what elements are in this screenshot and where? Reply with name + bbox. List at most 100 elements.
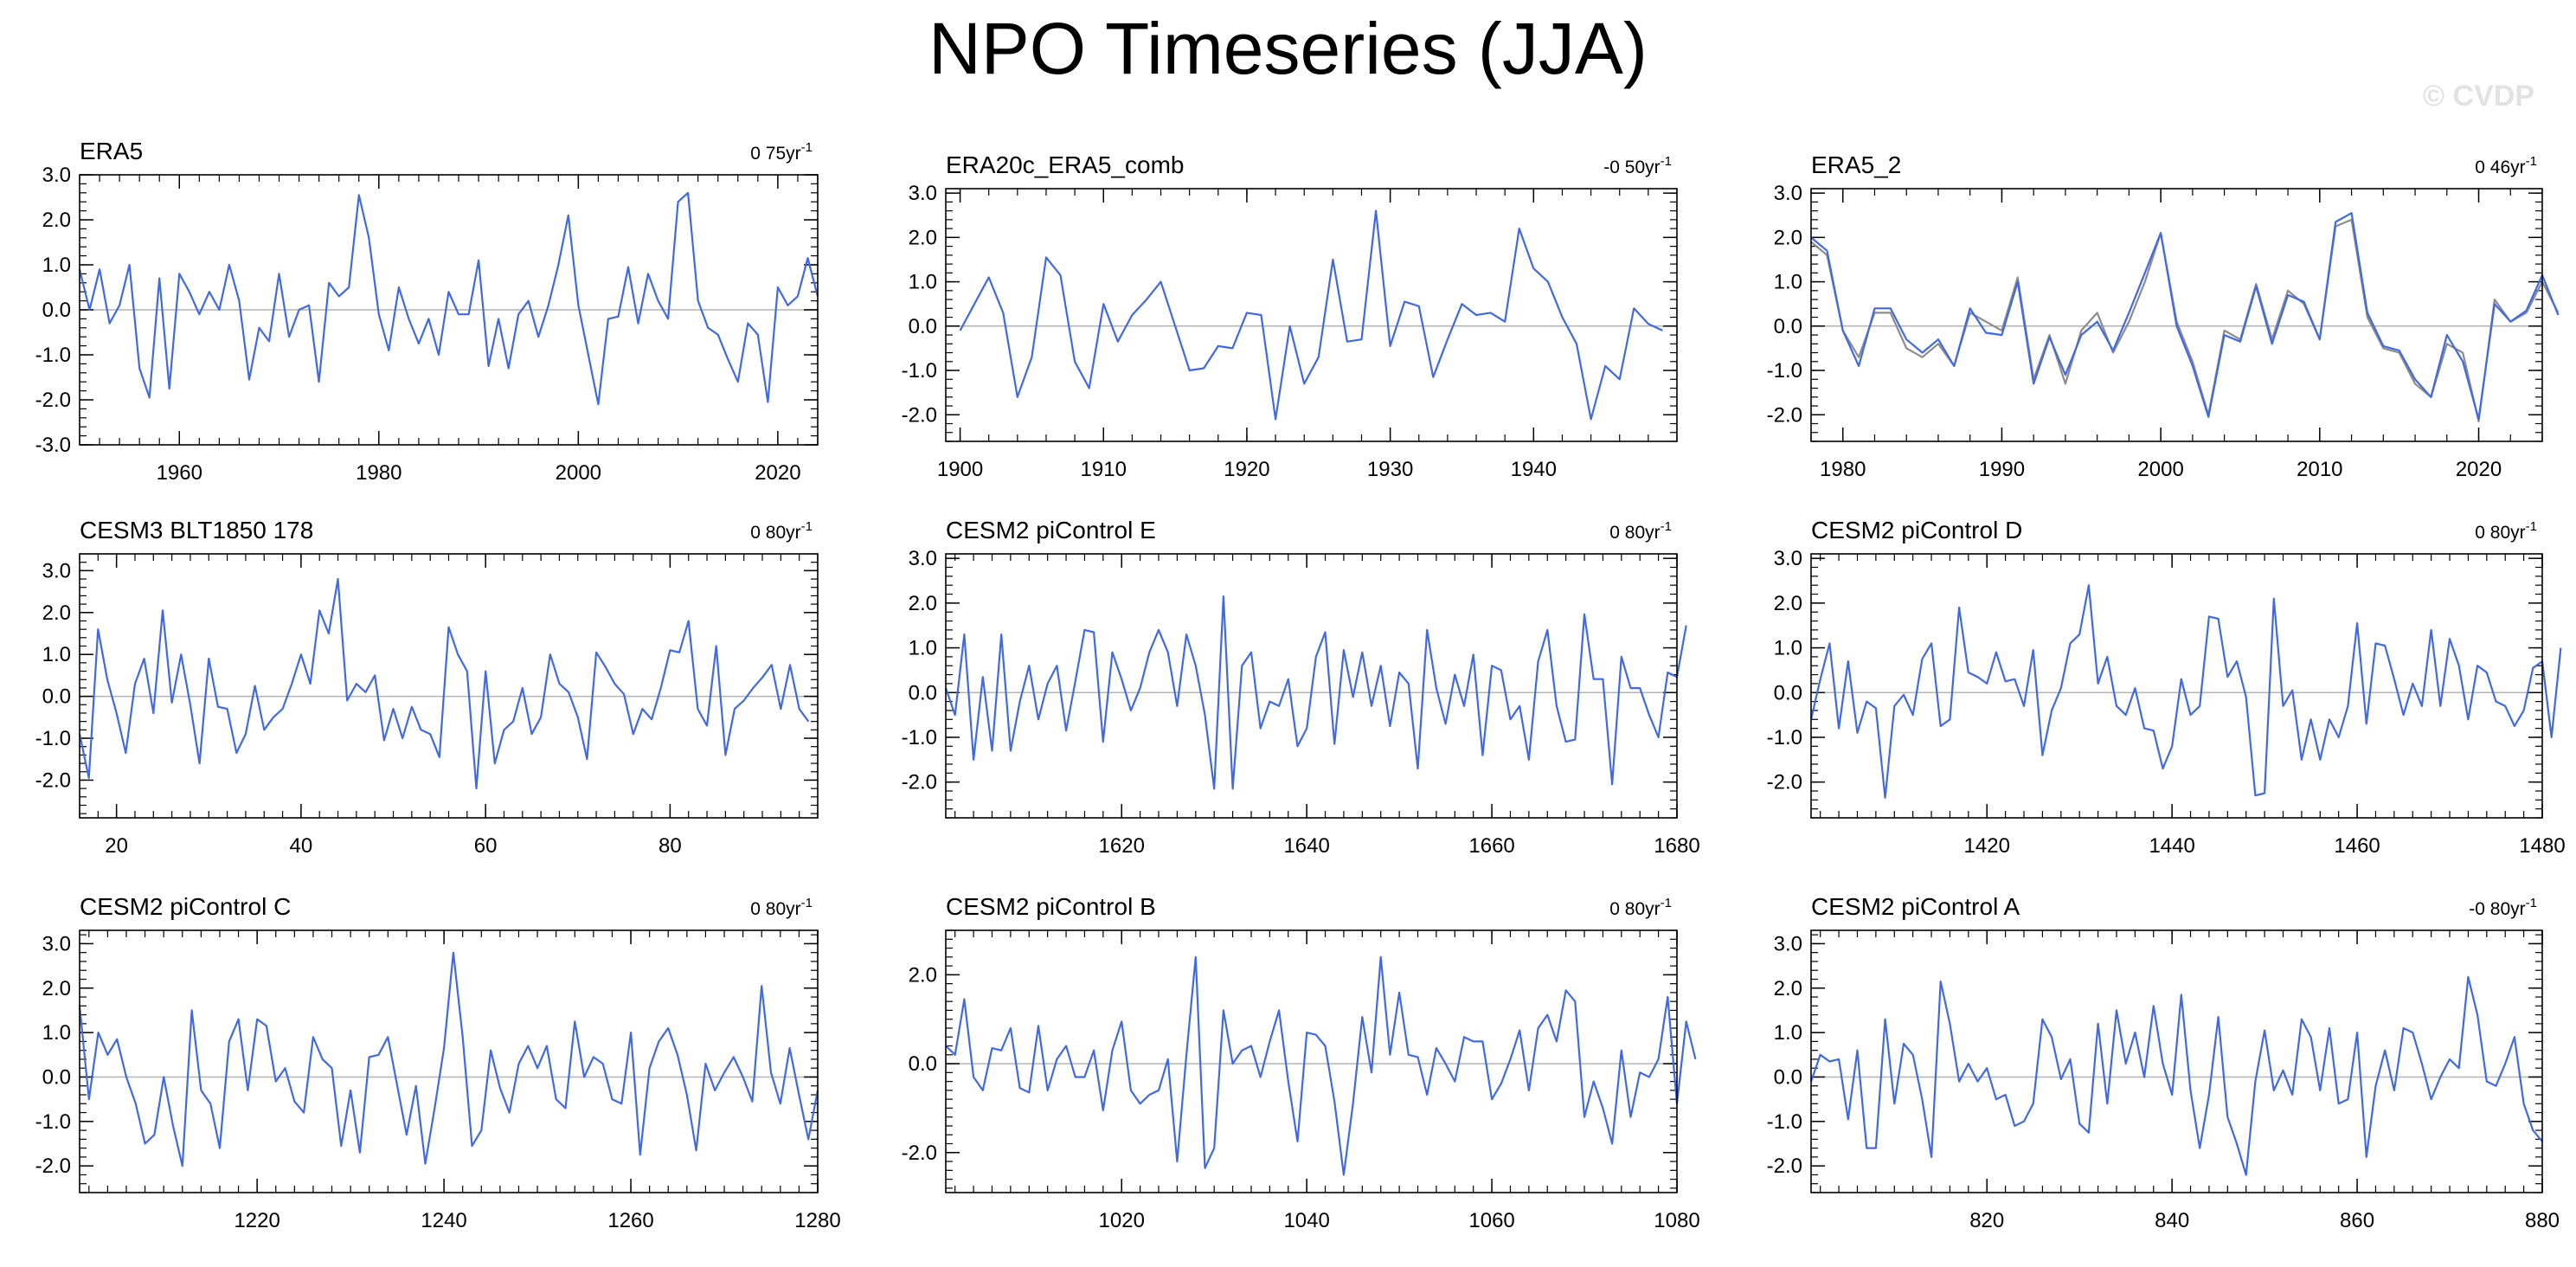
y-tick-label: 2.0 (909, 592, 937, 615)
y-tick-label: 3.0 (1774, 182, 1802, 205)
series-line-1 (78, 951, 819, 1167)
panel-title: CESM2 piControl B (946, 893, 1156, 920)
x-tick-label: 60 (474, 834, 498, 858)
x-tick-label: 1660 (1468, 834, 1514, 858)
trend-label: 0 80yr-1 (750, 519, 813, 543)
y-tick-label: 0.0 (1774, 681, 1802, 704)
panel-title: CESM3 BLT1850 178 (80, 517, 313, 543)
trend-label: -0 80yr-1 (2469, 896, 2537, 919)
y-tick-label: 1.0 (909, 271, 937, 294)
x-tick-label: 1040 (1283, 1209, 1329, 1232)
panel-7: CESM2 piControl C 0 80yr-1 -2.0 -1.0 0.0 1.0 2… (35, 893, 841, 1232)
y-tick-label: 1.0 (1774, 1021, 1802, 1045)
y-tick-label: -2.0 (902, 771, 937, 794)
y-tick-label: 3.0 (1774, 547, 1802, 570)
panel-3: ERA5_2 0 46yr-1 -2.0 -1.0 0.0 1.0 2.0 3.0 1980 19… (1767, 151, 2560, 481)
series-line-1 (945, 955, 1697, 1176)
y-tick-label: -1.0 (35, 1110, 71, 1134)
x-tick-label: 80 (658, 834, 682, 858)
panel-title: CESM2 piControl A (1811, 893, 2020, 920)
minor-ticks (946, 929, 1678, 1193)
y-tick-label: 1.0 (1774, 637, 1802, 660)
panel-1: ERA5 0 75yr-1 -3.0 -2.0 -1.0 0.0 1.0 2.0 3.0 1960… (35, 138, 819, 485)
y-tick-label: 2.0 (1774, 226, 1802, 249)
y-tick-label: 3.0 (42, 932, 71, 955)
minor-ticks (79, 553, 819, 818)
minor-ticks (1811, 554, 2543, 819)
x-tick-label: 1900 (937, 458, 983, 481)
y-tick-label: -1.0 (1767, 1110, 1802, 1134)
trend-label: 0 80yr-1 (1609, 519, 1672, 543)
x-tick-label: 2020 (2456, 458, 2502, 481)
panel-8: CESM2 piControl B 0 80yr-1 -2.0 0.0 2.0 1020 1… (902, 893, 1700, 1232)
x-tick-label: 1020 (1099, 1209, 1145, 1232)
y-tick-label: 0.0 (42, 299, 71, 322)
y-tick-label: -2.0 (1767, 1154, 1802, 1178)
plot-frame (1810, 553, 2543, 819)
y-tick-label: -2.0 (35, 1154, 71, 1178)
y-tick-label: 2.0 (1774, 592, 1802, 615)
y-tick-label: -1.0 (1767, 359, 1802, 383)
minor-ticks (1811, 930, 2543, 1193)
y-tick-label: 0.0 (1774, 1065, 1802, 1089)
panel-title: CESM2 piControl C (80, 893, 291, 920)
panel-9: CESM2 piControl A -0 80yr-1 -2.0 -1.0 0.0 1.0… (1767, 893, 2560, 1232)
y-tick-label: 3.0 (42, 559, 71, 582)
y-tick-label: -3.0 (35, 434, 71, 457)
x-tick-label: 860 (2340, 1209, 2374, 1232)
x-tick-label: 1980 (356, 461, 401, 485)
minor-ticks (80, 930, 819, 1193)
y-tick-label: 0.0 (909, 1052, 937, 1076)
y-tick-label: 0.0 (909, 315, 937, 338)
y-tick-label: -2.0 (35, 769, 71, 792)
watermark: © CVDP (2423, 80, 2534, 113)
y-tick-label: -1.0 (1767, 726, 1802, 749)
series-line-1 (78, 577, 810, 790)
y-tick-label: -2.0 (902, 1142, 937, 1165)
y-tick-label: -1.0 (35, 344, 71, 367)
x-tick-label: 840 (2155, 1209, 2189, 1232)
minor-ticks (1810, 189, 2543, 442)
y-tick-label: 2.0 (42, 977, 71, 1000)
x-tick-label: 20 (105, 834, 128, 858)
y-tick-label: 2.0 (42, 209, 71, 232)
y-tick-label: 2.0 (909, 963, 937, 987)
trend-label: 0 80yr-1 (2475, 519, 2537, 543)
x-tick-label: 880 (2525, 1209, 2560, 1232)
x-tick-label: 1920 (1224, 458, 1269, 481)
x-tick-label: 40 (290, 834, 313, 858)
x-tick-label: 1220 (234, 1209, 279, 1232)
panel-6: CESM2 piControl D 0 80yr-1 -2.0 -1.0 0.0 1.0 2… (1767, 517, 2566, 858)
y-tick-label: 3.0 (1774, 932, 1802, 955)
y-tick-label: 1.0 (909, 637, 937, 660)
y-tick-label: -2.0 (1767, 403, 1802, 427)
y-tick-label: 0.0 (42, 685, 71, 709)
y-tick-label: 1.0 (1774, 271, 1802, 294)
x-tick-label: 2010 (2297, 458, 2342, 481)
x-tick-label: 2000 (556, 461, 601, 485)
x-tick-label: 1420 (1964, 834, 2010, 858)
x-tick-label: 1930 (1367, 458, 1413, 481)
x-tick-label: 1990 (1979, 458, 2025, 481)
x-tick-label: 1440 (2149, 834, 2194, 858)
x-tick-label: 1960 (157, 461, 202, 485)
y-tick-label: -2.0 (35, 389, 71, 412)
x-tick-label: 1980 (1820, 458, 1866, 481)
trend-label: 0 80yr-1 (1609, 896, 1672, 919)
y-tick-label: 0.0 (909, 681, 937, 704)
x-tick-label: 1240 (421, 1209, 466, 1232)
x-tick-label: 1280 (794, 1209, 840, 1232)
series-line-1 (78, 191, 819, 406)
x-tick-label: 1620 (1099, 834, 1145, 858)
series-line-1 (1809, 584, 2562, 799)
minor-ticks (946, 189, 1678, 442)
panel-4: CESM3 BLT1850 178 0 80yr-1 -2.0 -1.0 0.0 1.0 2… (35, 517, 819, 858)
y-tick-label: 1.0 (42, 643, 71, 666)
plot-frame (945, 188, 1678, 442)
panel-title: CESM2 piControl D (1811, 517, 2022, 543)
series-line-2 (1810, 218, 2560, 422)
x-tick-label: 820 (1969, 1209, 2004, 1232)
y-tick-label: 3.0 (909, 547, 937, 570)
trend-label: 0 80yr-1 (750, 896, 813, 919)
